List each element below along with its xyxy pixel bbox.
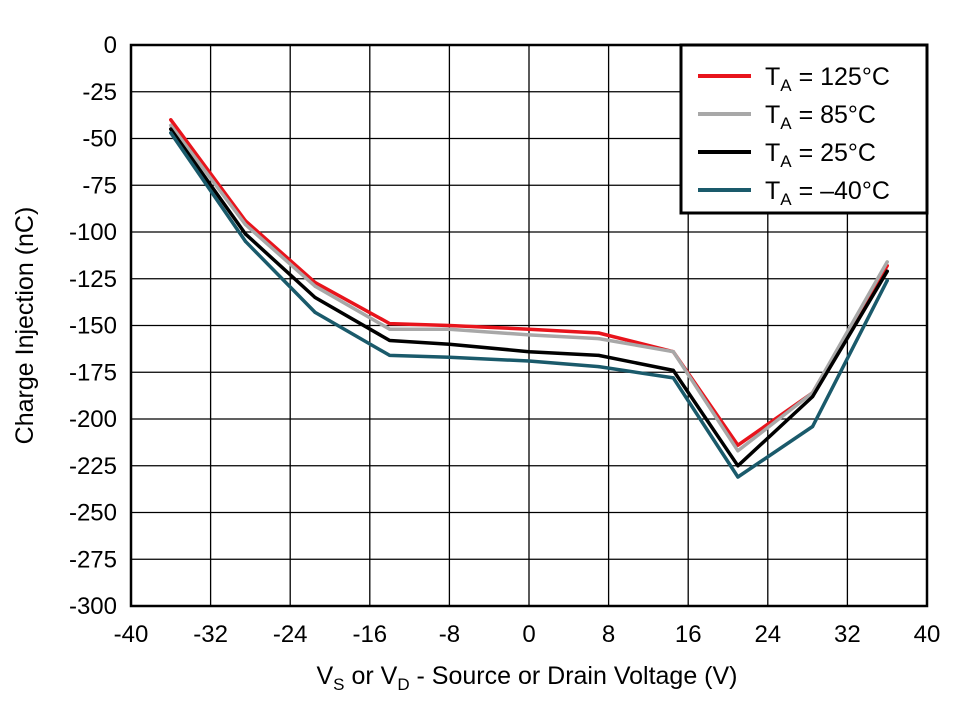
data-point: [736, 475, 740, 479]
data-point: [885, 279, 889, 283]
x-tick-label: 40: [914, 621, 941, 648]
data-point: [447, 323, 451, 328]
y-tick-label: 0: [104, 32, 117, 59]
data-point: [597, 365, 601, 369]
legend: TA = 125°C TA = 85°C TA = 25°C TA = –40°C: [679, 43, 929, 215]
y-tick-label: -25: [82, 79, 117, 106]
data-point: [597, 336, 601, 341]
data-point: [388, 322, 392, 326]
data-point: [527, 359, 531, 363]
x-tick-label: 8: [602, 621, 615, 648]
data-point: [169, 127, 173, 131]
data-point: [885, 269, 889, 273]
data-point: [313, 284, 317, 288]
data-point: [885, 260, 889, 264]
data-point: [447, 342, 451, 346]
data-point: [313, 295, 317, 300]
x-tick-label: 0: [522, 621, 535, 648]
x-tick-label: -16: [352, 621, 387, 648]
data-point: [736, 443, 740, 447]
y-axis-title: Charge Injection (nC): [11, 207, 39, 445]
x-tick-label: 32: [834, 621, 861, 648]
x-title-v1: V: [316, 662, 333, 690]
data-point: [447, 327, 451, 331]
x-axis-title: VS or VD - Source or Drain Voltage (V): [316, 662, 737, 694]
data-point: [169, 123, 173, 128]
y-tick-label: -125: [69, 266, 117, 293]
data-point: [671, 350, 675, 354]
data-point: [810, 394, 815, 399]
data-point: [810, 424, 815, 429]
legend-label: TA = 125°C: [765, 63, 890, 95]
data-point: [527, 333, 531, 337]
data-point: [243, 239, 248, 243]
data-point: [169, 131, 173, 135]
x-axis-ticks: -40 -32 -24 -16 -8 0 8 16 24 32 40: [114, 621, 941, 648]
x-tick-label: -8: [439, 621, 460, 648]
x-title-middle: or V: [345, 662, 398, 690]
legend-label: TA = 85°C: [765, 101, 876, 133]
x-tick-label: -32: [193, 621, 228, 648]
legend-box: [679, 43, 929, 215]
data-point: [527, 327, 531, 331]
x-title-rest: - Source or Drain Voltage (V): [410, 662, 738, 690]
data-point: [671, 368, 675, 372]
x-tick-label: 16: [675, 621, 702, 648]
y-axis-ticks: 0 -25 -50 -75 -100 -125 -150 -175 -200 -225 -250 -2…: [69, 32, 117, 620]
y-tick-label: -250: [69, 500, 117, 527]
data-point: [388, 327, 392, 331]
x-title-v2-sub: D: [397, 675, 409, 694]
y-tick-label: -75: [82, 172, 117, 199]
data-point: [313, 310, 317, 315]
legend-label: TA = –40°C: [765, 177, 890, 209]
data-point: [597, 353, 601, 358]
data-point: [243, 232, 248, 236]
x-tick-label: -24: [273, 621, 308, 648]
data-point: [597, 331, 601, 335]
y-tick-label: -175: [69, 359, 117, 386]
data-point: [169, 118, 173, 122]
x-tick-label: 24: [754, 621, 781, 648]
data-point: [243, 222, 248, 227]
data-point: [736, 464, 740, 468]
y-tick-label: -50: [82, 126, 117, 153]
y-tick-label: -200: [69, 406, 117, 433]
data-point: [736, 449, 740, 453]
y-tick-label: -275: [69, 546, 117, 573]
y-tick-label: -100: [69, 219, 117, 246]
x-title-v1-sub: S: [333, 675, 344, 694]
data-point: [447, 355, 451, 359]
data-point: [671, 376, 675, 380]
data-point: [388, 353, 392, 358]
data-point: [388, 338, 392, 343]
legend-label: TA = 25°C: [765, 139, 876, 171]
y-tick-label: -225: [69, 453, 117, 480]
data-point: [527, 350, 531, 354]
y-tick-label: -300: [69, 593, 117, 620]
y-tick-label: -150: [69, 313, 117, 340]
plot-frame: [129, 43, 929, 608]
series-layer: [169, 118, 889, 479]
x-tick-label: -40: [114, 621, 149, 648]
